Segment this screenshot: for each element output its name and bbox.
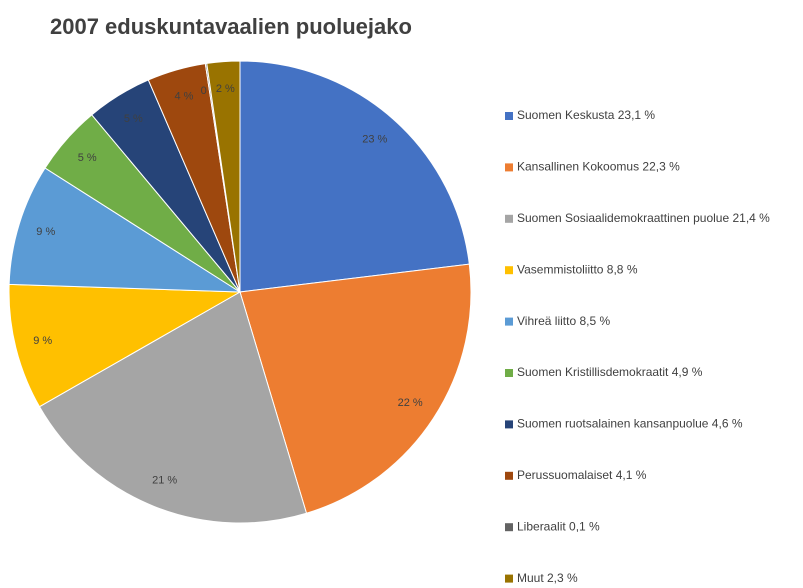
legend-label: Suomen ruotsalainen kansanpuolue 4,6 % — [517, 417, 743, 431]
legend-swatch — [505, 574, 513, 583]
legend-swatch — [505, 214, 513, 223]
legend-swatch — [505, 266, 513, 275]
data-label: 9 % — [36, 226, 55, 238]
pie-slice — [8, 167, 242, 293]
legend-label: Vasemmistoliitto 8,8 % — [517, 262, 638, 276]
data-label: 23 % — [362, 134, 387, 146]
data-label: 4 % — [174, 91, 193, 103]
pie-slice — [239, 60, 470, 293]
legend-swatch — [505, 471, 513, 480]
pie-slice — [206, 60, 241, 293]
data-label: 2 % — [216, 83, 235, 95]
pie-slice — [239, 263, 472, 514]
chart-title: 2007 eduskuntavaalien puoluejako — [50, 14, 412, 39]
legend-label: Kansallinen Kokoomus 22,3 % — [517, 160, 680, 174]
legend-label: Suomen Sosiaalidemokraattinen puolue 21,… — [517, 211, 770, 225]
data-label: 5 % — [78, 152, 97, 164]
legend-swatch — [505, 112, 513, 120]
data-label: 9 % — [33, 335, 52, 347]
legend-label: Liberaalit 0,1 % — [517, 519, 600, 533]
legend-swatch — [505, 163, 513, 172]
legend-swatch — [505, 523, 513, 532]
data-label: 22 % — [398, 397, 423, 409]
legend-label: Muut 2,3 % — [517, 571, 578, 585]
legend-label: Suomen Keskusta 23,1 % — [517, 108, 655, 122]
pie-slice — [8, 283, 242, 408]
data-label: 5 % — [124, 113, 143, 125]
legend-swatch — [505, 420, 513, 429]
legend-label: Suomen Kristillisdemokraatit 4,9 % — [517, 365, 703, 379]
legend-swatch — [505, 317, 513, 326]
pie-slice — [38, 291, 308, 524]
legend-label: Vihreä liitto 8,5 % — [517, 314, 610, 328]
legend-swatch — [505, 369, 513, 377]
legend-label: Perussuomalaiset 4,1 % — [517, 468, 647, 482]
data-label: 21 % — [152, 475, 177, 487]
